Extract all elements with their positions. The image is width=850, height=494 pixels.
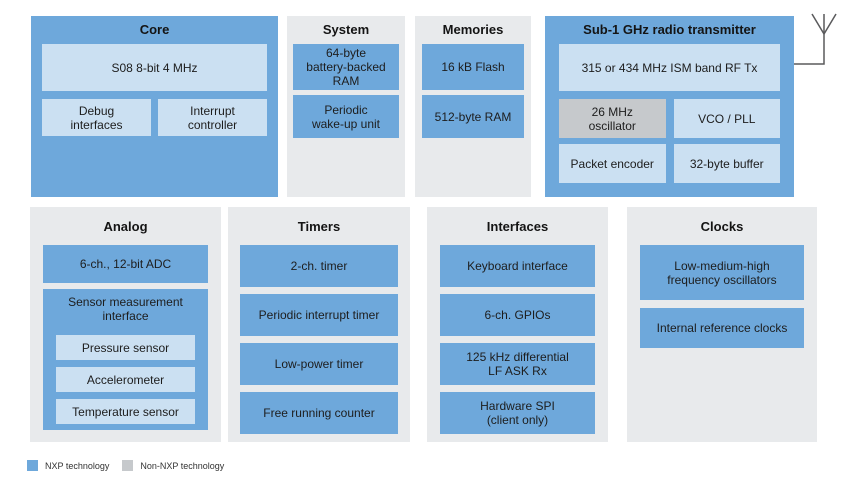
clocks-panel: Clocks Low-medium-high frequency oscilla… <box>627 207 817 442</box>
oscillator-26mhz-block: 26 MHz oscillator <box>559 99 666 138</box>
gpio-block: 6-ch. GPIOs <box>440 294 595 336</box>
low-power-timer-block: Low-power timer <box>240 343 398 385</box>
memories-panel: Memories 16 kB Flash 512-byte RAM <box>415 16 531 197</box>
byte-buffer-block: 32-byte buffer <box>673 144 780 183</box>
temperature-sensor-block: Temperature sensor <box>56 399 195 424</box>
periodic-wakeup-block: Periodic wake-up unit <box>293 95 399 138</box>
interfaces-panel-title: Interfaces <box>486 219 549 234</box>
antenna-icon <box>794 13 837 65</box>
internal-reference-clocks-block: Internal reference clocks <box>640 308 804 348</box>
non-nxp-technology-label: Non-NXP technology <box>140 460 225 471</box>
battery-backed-ram-block: 64-byte battery-backed RAM <box>293 44 399 90</box>
core-panel: Core S08 8-bit 4 MHz Debug interfaces In… <box>31 16 278 197</box>
periodic-interrupt-timer-block: Periodic interrupt timer <box>240 294 398 336</box>
timers-panel-title: Timers <box>297 219 341 234</box>
rf-tx-block: 315 or 434 MHz ISM band RF Tx <box>559 44 780 91</box>
sensor-measurement-interface-block: Sensor measurement interface Pressure se… <box>43 289 208 430</box>
sensor-interface-label: Sensor measurement interface <box>68 295 183 323</box>
lf-ask-rx-block: 125 kHz differential LF ASK Rx <box>440 343 595 385</box>
timers-panel: Timers 2-ch. timer Periodic interrupt ti… <box>228 207 410 442</box>
debug-interfaces-block: Debug interfaces <box>42 99 151 136</box>
clocks-panel-title: Clocks <box>700 219 744 234</box>
non-nxp-technology-swatch <box>122 460 134 471</box>
radio-transmitter-panel: Sub-1 GHz radio transmitter 315 or 434 M… <box>545 16 794 197</box>
analog-panel: Analog 6-ch., 12-bit ADC Sensor measurem… <box>30 207 221 442</box>
free-running-counter-block: Free running counter <box>240 392 398 434</box>
nxp-technology-label: NXP technology <box>45 460 110 471</box>
analog-panel-title: Analog <box>103 219 148 234</box>
2ch-timer-block: 2-ch. timer <box>240 245 398 287</box>
legend-item-non-nxp: Non-NXP technology <box>122 460 224 471</box>
legend-item-nxp: NXP technology <box>27 460 109 471</box>
vco-pll-block: VCO / PLL <box>673 99 780 138</box>
interrupt-controller-block: Interrupt controller <box>158 99 267 136</box>
packet-encoder-block: Packet encoder <box>559 144 666 183</box>
accelerometer-block: Accelerometer <box>56 367 195 392</box>
keyboard-interface-block: Keyboard interface <box>440 245 595 287</box>
nxp-technology-swatch <box>27 460 38 471</box>
adc-block: 6-ch., 12-bit ADC <box>43 245 208 283</box>
radio-panel-title: Sub-1 GHz radio transmitter <box>583 22 756 37</box>
core-panel-title: Core <box>139 22 170 37</box>
flash-block: 16 kB Flash <box>422 44 524 90</box>
ram-block: 512-byte RAM <box>422 95 524 138</box>
hardware-spi-block: Hardware SPI (client only) <box>440 392 595 434</box>
system-panel-title: System <box>322 22 370 37</box>
frequency-oscillators-block: Low-medium-high frequency oscillators <box>640 245 804 300</box>
memories-panel-title: Memories <box>442 22 504 37</box>
cpu-block: S08 8-bit 4 MHz <box>42 44 267 91</box>
legend: NXP technology Non-NXP technology <box>27 460 224 471</box>
interfaces-panel: Interfaces Keyboard interface 6-ch. GPIO… <box>427 207 608 442</box>
pressure-sensor-block: Pressure sensor <box>56 335 195 360</box>
system-panel: System 64-byte battery-backed RAM Period… <box>287 16 405 197</box>
